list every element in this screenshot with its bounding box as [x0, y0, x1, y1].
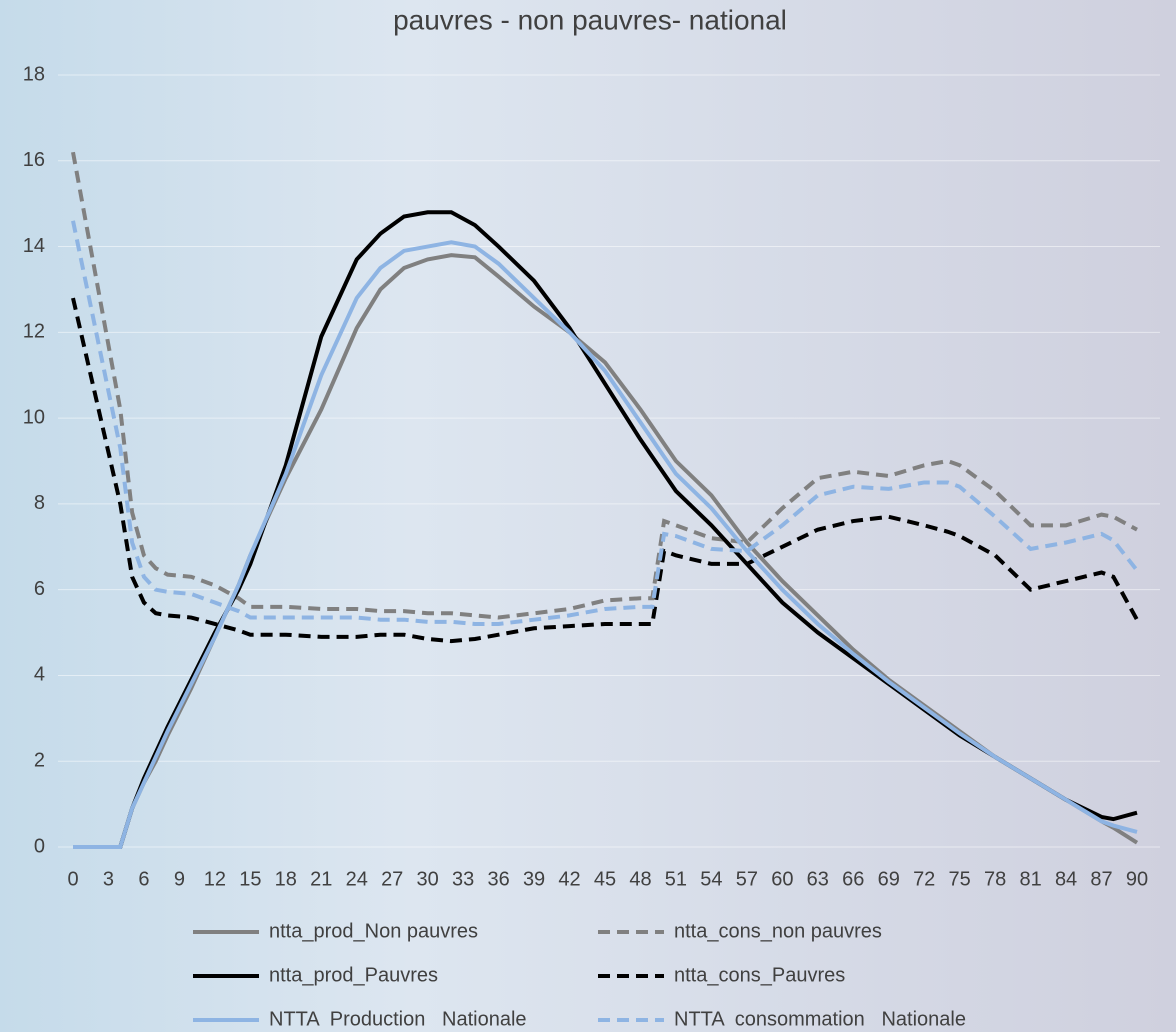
x-tick-label: 81	[1019, 868, 1041, 890]
series-line	[73, 240, 1138, 849]
legend-label: ntta_cons_non pauvres	[674, 920, 882, 942]
x-tick-label: 69	[878, 868, 900, 890]
x-tick-label: 72	[913, 868, 935, 890]
x-tick-label: 36	[487, 868, 509, 890]
x-tick-label: 18	[275, 868, 297, 890]
x-tick-label: 6	[138, 868, 149, 890]
x-tick-label: 12	[204, 868, 226, 890]
y-tick-label: 14	[23, 235, 45, 257]
x-tick-label: 66	[842, 868, 864, 890]
x-tick-label: 60	[771, 868, 793, 890]
x-tick-label: 63	[807, 868, 829, 890]
x-tick-label: 51	[665, 868, 687, 890]
y-tick-label: 12	[23, 321, 45, 343]
x-tick-label: 39	[523, 868, 545, 890]
y-tick-label: 6	[34, 578, 45, 600]
y-tick-label: 2	[34, 750, 45, 772]
series-line	[71, 151, 1138, 620]
x-tick-label: 87	[1090, 868, 1112, 890]
y-tick-label: 0	[34, 835, 45, 857]
y-tick-label: 18	[23, 63, 45, 85]
x-tick-label: 42	[558, 868, 580, 890]
legend-label: ntta_prod_Non pauvres	[269, 920, 478, 942]
series-line	[71, 220, 1139, 626]
x-tick-label: 27	[381, 868, 403, 890]
chart-title: pauvres - non pauvres- national	[393, 4, 787, 35]
x-tick-label: 24	[346, 868, 368, 890]
x-tick-label: 30	[417, 868, 439, 890]
x-tick-label: 78	[984, 868, 1006, 890]
legend-label: ntta_cons_Pauvres	[674, 964, 845, 986]
y-tick-label: 8	[34, 492, 45, 514]
x-tick-label: 15	[239, 868, 261, 890]
y-tick-label: 4	[34, 664, 45, 686]
y-tick-label: 10	[23, 406, 45, 428]
x-tick-label: 9	[174, 868, 185, 890]
x-tick-label: 84	[1055, 868, 1077, 890]
x-tick-label: 75	[949, 868, 971, 890]
x-tick-label: 54	[700, 868, 722, 890]
x-tick-label: 90	[1126, 868, 1148, 890]
x-tick-label: 33	[452, 868, 474, 890]
x-tick-label: 0	[67, 868, 78, 890]
legend-label: ntta_prod_Pauvres	[269, 964, 438, 986]
y-tick-label: 16	[23, 149, 45, 171]
legend-label: NTTA Production Nationale	[269, 1008, 527, 1030]
x-tick-label: 3	[103, 868, 114, 890]
legend-label: NTTA consommation Nationale	[674, 1008, 966, 1030]
x-tick-label: 21	[310, 868, 332, 890]
series-line	[71, 297, 1139, 644]
x-tick-label: 45	[594, 868, 616, 890]
x-tick-label: 48	[629, 868, 651, 890]
x-tick-label: 57	[736, 868, 758, 890]
